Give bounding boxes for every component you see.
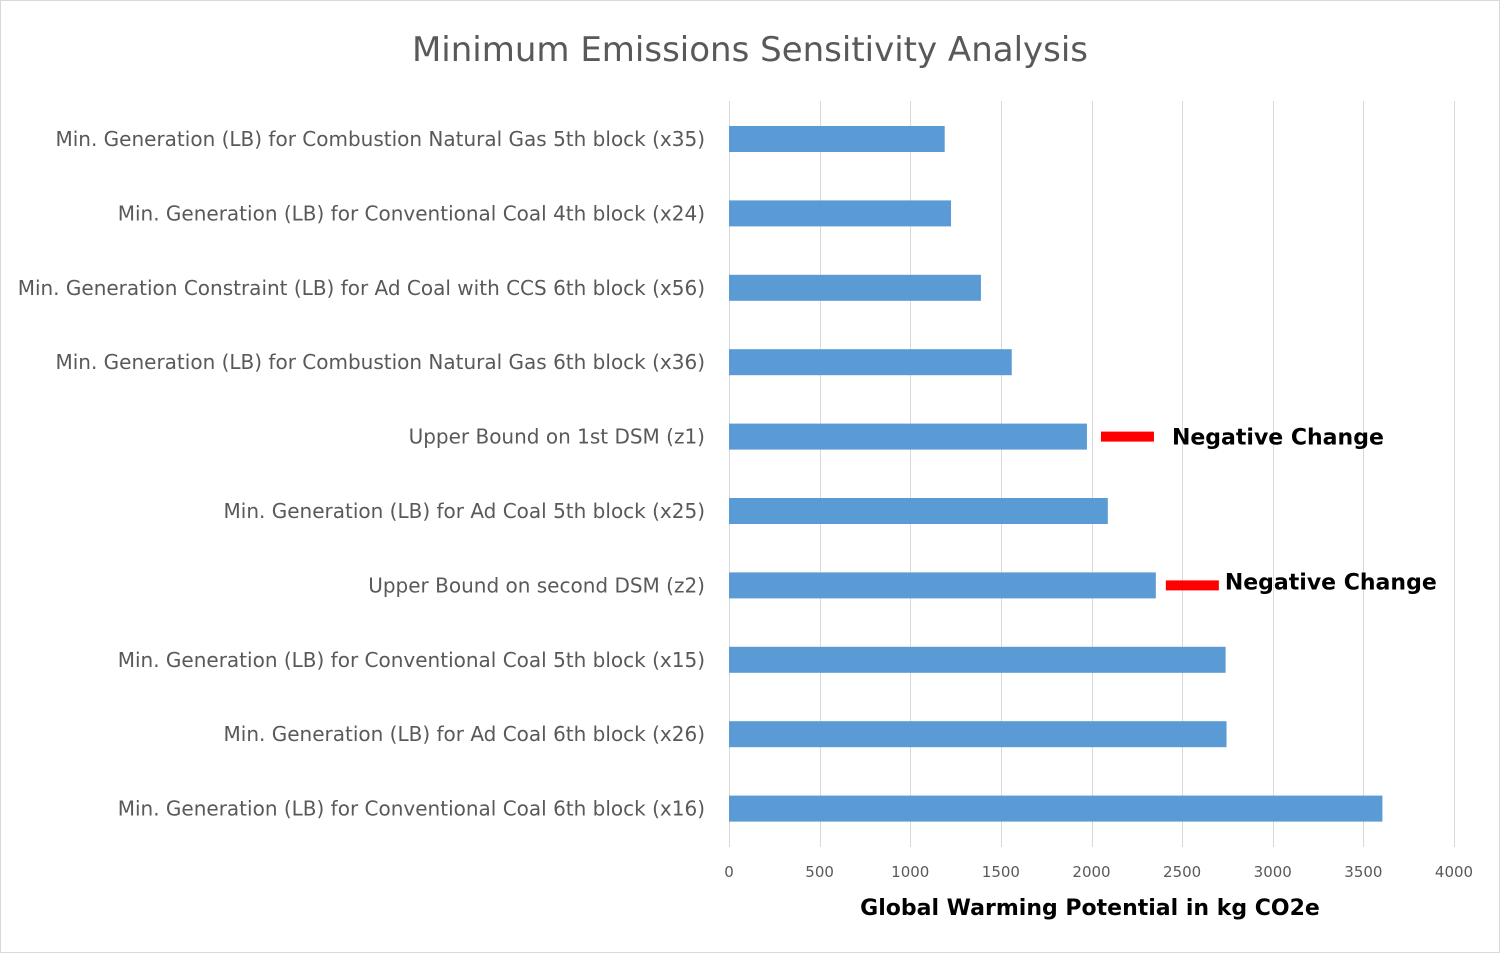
bar	[729, 572, 1156, 599]
x-tick-label: 2500	[1163, 863, 1201, 881]
annotation-label: Negative Change	[1225, 570, 1437, 595]
category-label: Min. Generation (LB) for Combustion Natu…	[55, 127, 705, 151]
category-label: Upper Bound on 1st DSM (z1)	[409, 425, 705, 449]
category-labels: Min. Generation (LB) for Combustion Natu…	[18, 127, 705, 821]
bar	[729, 795, 1383, 822]
bar	[729, 646, 1226, 673]
bars	[729, 126, 1383, 822]
x-tick-labels: 0 500 1000 1500 2000 2500 3000 3500 4000	[724, 863, 1473, 881]
negative-change-marker	[1165, 580, 1219, 591]
x-axis-title: Global Warming Potential in kg CO2e	[860, 896, 1320, 921]
category-label: Min. Generation (LB) for Conventional Co…	[118, 648, 705, 672]
category-label: Min. Generation (LB) for Conventional Co…	[118, 201, 705, 225]
x-tick-label: 3500	[1344, 863, 1382, 881]
bar	[729, 200, 952, 227]
bar	[729, 721, 1227, 748]
x-tick-label: 4000	[1435, 863, 1473, 881]
annotation-label: Negative Change	[1172, 426, 1384, 451]
x-tick-label: 2000	[1072, 863, 1110, 881]
bar	[729, 349, 1012, 376]
bar	[729, 498, 1108, 524]
x-tick-label: 500	[805, 863, 834, 881]
x-tick-label: 1000	[891, 863, 929, 881]
category-label: Min. Generation Constraint (LB) for Ad C…	[18, 276, 705, 300]
annotations: Negative Change Negative Change	[1100, 426, 1437, 595]
x-tick-label: 3000	[1254, 863, 1292, 881]
category-label: Min. Generation (LB) for Ad Coal 6th blo…	[224, 722, 705, 746]
x-tick-label: 1500	[982, 863, 1020, 881]
bar	[729, 126, 945, 152]
category-label: Min. Generation (LB) for Ad Coal 5th blo…	[224, 499, 705, 523]
category-label: Min. Generation (LB) for Combustion Natu…	[55, 350, 705, 374]
x-tick-label: 0	[724, 863, 734, 881]
bar	[729, 274, 981, 301]
bar	[729, 423, 1087, 450]
category-label: Upper Bound on second DSM (z2)	[368, 573, 705, 597]
category-label: Min. Generation (LB) for Conventional Co…	[118, 797, 705, 821]
chart-title: Minimum Emissions Sensitivity Analysis	[412, 30, 1088, 70]
negative-change-marker	[1100, 431, 1154, 442]
